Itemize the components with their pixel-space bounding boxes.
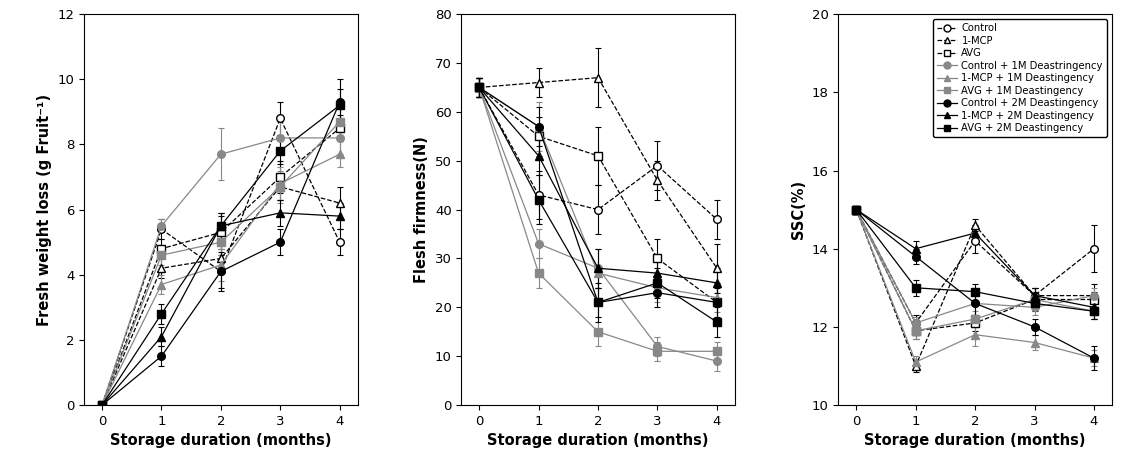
X-axis label: Storage duration (months): Storage duration (months) bbox=[865, 433, 1086, 448]
Y-axis label: Flesh firmness(N): Flesh firmness(N) bbox=[414, 136, 429, 283]
X-axis label: Storage duration (months): Storage duration (months) bbox=[487, 433, 709, 448]
Y-axis label: SSC(%): SSC(%) bbox=[792, 180, 806, 239]
Y-axis label: Fresh weight loss (g Fruit⁻¹): Fresh weight loss (g Fruit⁻¹) bbox=[37, 94, 52, 325]
Legend: Control, 1-MCP, AVG, Control + 1M Deastringency, 1-MCP + 1M Deastingency, AVG + : Control, 1-MCP, AVG, Control + 1M Deastr… bbox=[933, 19, 1107, 137]
X-axis label: Storage duration (months): Storage duration (months) bbox=[110, 433, 331, 448]
